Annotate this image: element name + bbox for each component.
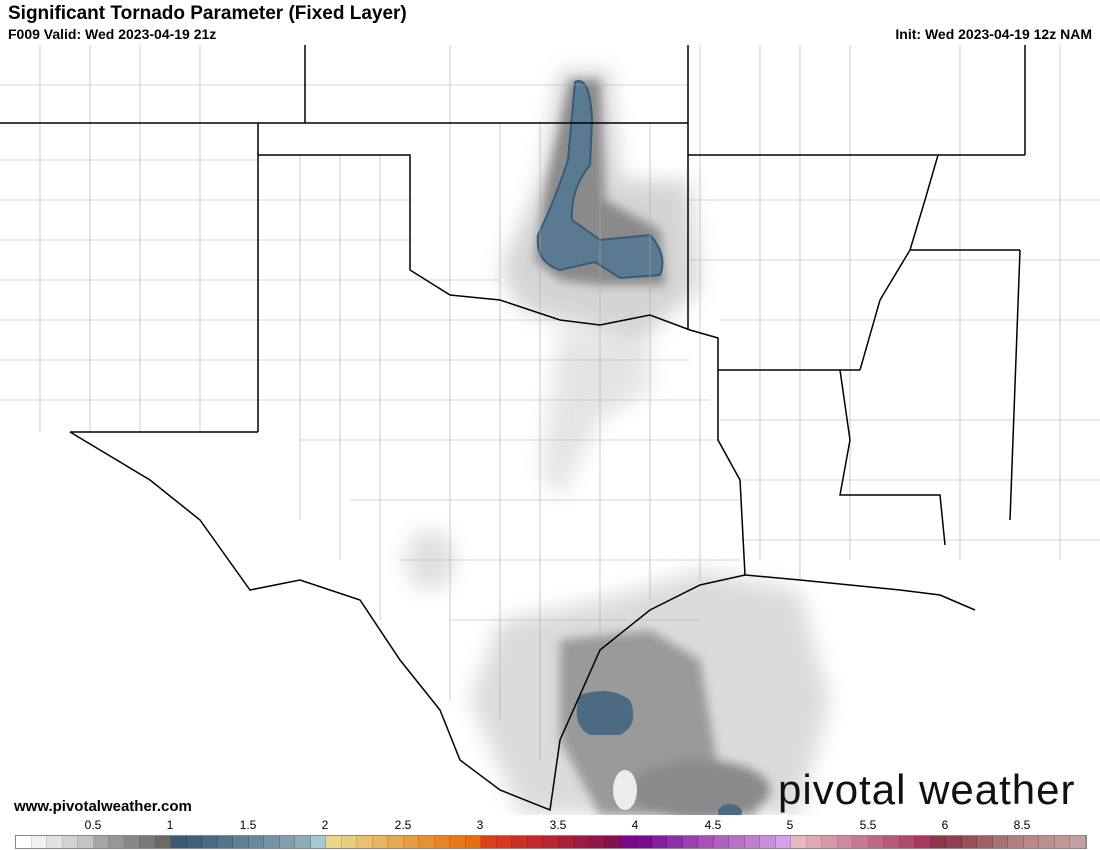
colorbar-swatch — [682, 836, 698, 848]
colorbar-swatch — [899, 836, 915, 848]
colorbar-tick: 6 — [941, 818, 949, 832]
colorbar-swatch — [264, 836, 280, 848]
init-time: Init: Wed 2023-04-19 12z NAM — [895, 26, 1092, 42]
colorbar-swatch — [574, 836, 590, 848]
colorbar-swatch — [589, 836, 605, 848]
colorbar-swatch — [1023, 836, 1039, 848]
colorbar-swatch — [93, 836, 109, 848]
colorbar-swatch — [202, 836, 218, 848]
colorbar-swatch — [853, 836, 869, 848]
colorbar-swatch — [946, 836, 962, 848]
colorbar-swatch — [295, 836, 311, 848]
colorbar-tick: 5 — [786, 818, 794, 832]
colorbar-swatch — [47, 836, 63, 848]
colorbar-swatch — [884, 836, 900, 848]
county-borders — [0, 45, 1100, 760]
colorbar-swatch — [744, 836, 760, 848]
colorbar-tick: 4 — [631, 818, 639, 832]
colorbar-ticks: 0.5 1 1.5 2 2.5 3 3.5 4 4.5 5 5.5 6 8.5 — [0, 818, 1100, 834]
colorbar-swatch — [806, 836, 822, 848]
colorbar-swatch — [419, 836, 435, 848]
colorbar-swatch — [233, 836, 249, 848]
colorbar-tick: 5.5 — [859, 818, 877, 832]
colorbar-tick: 2.5 — [394, 818, 412, 832]
map-title: Significant Tornado Parameter (Fixed Lay… — [8, 3, 407, 24]
colorbar-tick: 1 — [166, 818, 174, 832]
colorbar-swatch — [31, 836, 47, 848]
colorbar-tick: 3.5 — [549, 818, 567, 832]
colorbar-swatch — [465, 836, 481, 848]
colorbar-swatch — [186, 836, 202, 848]
colorbar-swatch — [248, 836, 264, 848]
colorbar-swatch — [434, 836, 450, 848]
colorbar-swatch — [109, 836, 125, 848]
colorbar-swatch — [78, 836, 94, 848]
colorbar-swatch — [558, 836, 574, 848]
colorbar-swatch — [977, 836, 993, 848]
colorbar-swatch — [775, 836, 791, 848]
colorbar-swatch — [16, 836, 32, 848]
colorbar-swatch — [512, 836, 528, 848]
colorbar-swatch — [729, 836, 745, 848]
colorbar-swatch — [1008, 836, 1024, 848]
colorbar-swatch — [620, 836, 636, 848]
colorbar-swatch — [326, 836, 342, 848]
colorbar-swatch — [171, 836, 187, 848]
colorbar-swatch — [155, 836, 171, 848]
colorbar-swatch — [341, 836, 357, 848]
colorbar-swatch — [868, 836, 884, 848]
colorbar-swatch — [403, 836, 419, 848]
colorbar-tick: 8.5 — [1013, 818, 1031, 832]
colorbar-swatch — [481, 836, 497, 848]
valid-time: F009 Valid: Wed 2023-04-19 21z — [8, 26, 217, 42]
colorbar-tick: 2 — [321, 818, 329, 832]
colorbar-swatch — [527, 836, 543, 848]
colorbar-swatch — [651, 836, 667, 848]
colorbar-swatch — [837, 836, 853, 848]
colorbar-tick: 4.5 — [704, 818, 722, 832]
colorbar-swatch — [791, 836, 807, 848]
colorbar-swatch — [636, 836, 652, 848]
colorbar-tick: 1.5 — [239, 818, 257, 832]
weather-map — [0, 45, 1100, 815]
colorbar-swatch — [667, 836, 683, 848]
colorbar-swatch — [450, 836, 466, 848]
colorbar-swatch — [992, 836, 1008, 848]
colorbar-swatch — [605, 836, 621, 848]
colorbar-tick: 0.5 — [84, 818, 102, 832]
colorbar-swatch — [62, 836, 78, 848]
colorbar-swatch — [713, 836, 729, 848]
website-label: www.pivotalweather.com — [14, 798, 192, 815]
colorbar-swatch — [279, 836, 295, 848]
colorbar-swatch — [496, 836, 512, 848]
colorbar-swatch — [372, 836, 388, 848]
colorbar-swatch — [124, 836, 140, 848]
colorbar — [15, 835, 1087, 849]
colorbar-swatch — [543, 836, 559, 848]
colorbar-swatch — [915, 836, 931, 848]
pivotal-weather-logo: pivotal weather — [778, 766, 1076, 813]
colorbar-swatch — [822, 836, 838, 848]
colorbar-swatch — [1039, 836, 1055, 848]
colorbar-swatch — [930, 836, 946, 848]
colorbar-swatch — [1054, 836, 1070, 848]
colorbar-swatch — [310, 836, 326, 848]
colorbar-swatch — [760, 836, 776, 848]
colorbar-swatch — [388, 836, 404, 848]
state-borders — [0, 45, 1026, 812]
colorbar-swatch — [217, 836, 233, 848]
colorbar-swatch — [140, 836, 156, 848]
colorbar-swatch — [1070, 836, 1086, 848]
colorbar-tick: 3 — [476, 818, 484, 832]
colorbar-swatch — [961, 836, 977, 848]
colorbar-swatch — [357, 836, 373, 848]
colorbar-swatch — [698, 836, 714, 848]
